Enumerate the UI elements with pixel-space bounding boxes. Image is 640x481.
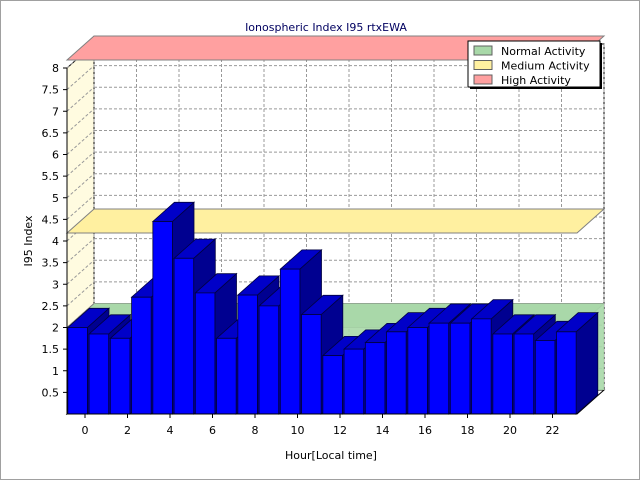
- bar-front: [173, 257, 195, 415]
- legend-entry: High Activity: [501, 74, 571, 87]
- grid-line-side: [66, 151, 95, 177]
- y-tick-label: 5: [52, 192, 59, 205]
- bar-front: [194, 292, 216, 415]
- band-medium-activity: [65, 208, 606, 234]
- y-tick-label: 0.5: [42, 386, 60, 399]
- bar-front: [67, 327, 88, 415]
- y-tick-label: 6: [52, 149, 59, 162]
- bar-front: [322, 355, 343, 415]
- bar-front: [343, 348, 365, 415]
- y-tick-labels: 0.5 1 1.5 2 2.5 3 3.5 4 4.5 5 5.5 6 6.5 7 7.5 8: [42, 62, 67, 399]
- y-tick-label: 8: [52, 62, 59, 75]
- y-axis-label: I95 Index: [22, 215, 35, 267]
- x-tick-label: 6: [209, 424, 216, 437]
- bar-front: [449, 322, 471, 415]
- grid-line-side: [66, 130, 95, 155]
- y-tick-label: 5.5: [42, 170, 60, 183]
- bar-front: [301, 314, 322, 415]
- bar-front: [534, 340, 556, 415]
- grid-line-side: [66, 65, 95, 90]
- y-tick-label: 4: [52, 235, 59, 248]
- x-tick-labels: 0 2 4 6 8 10 12 14 16 18 20 22: [82, 414, 560, 437]
- bar-front: [109, 337, 131, 415]
- y-tick-label: 1.5: [42, 343, 60, 356]
- grid-line-side: [66, 281, 95, 307]
- bar: [555, 311, 599, 415]
- legend-entry: Medium Activity: [501, 60, 590, 73]
- bar-front: [428, 322, 450, 415]
- chart-title: Ionospheric Index I95 rtxEWA: [245, 21, 407, 34]
- y-tick-label: 3.5: [42, 257, 60, 270]
- bars: [66, 201, 599, 415]
- bar-front: [152, 221, 173, 415]
- bar-front: [131, 296, 152, 415]
- x-tick-label: 4: [167, 424, 174, 437]
- y-tick-label: 1: [52, 365, 59, 378]
- y-tick-label: 7: [52, 105, 59, 118]
- x-tick-label: 10: [291, 424, 305, 437]
- legend-entry: Normal Activity: [501, 45, 586, 58]
- x-tick-label: 2: [124, 424, 131, 437]
- bar-front: [279, 268, 301, 415]
- y-tick-label: 6.5: [42, 127, 60, 140]
- bar-front: [513, 333, 535, 415]
- y-tick-label: 3: [52, 278, 59, 291]
- x-tick-label: 16: [418, 424, 432, 437]
- bar-front: [216, 337, 237, 415]
- x-tick-label: 18: [461, 424, 475, 437]
- bar-front: [88, 333, 110, 415]
- x-tick-label: 8: [252, 424, 259, 437]
- x-tick-label: 20: [503, 424, 517, 437]
- grid-line-side: [66, 238, 95, 263]
- y-tick-label: 7.5: [42, 84, 60, 97]
- bar-front: [364, 342, 386, 415]
- legend-swatch: [473, 74, 493, 85]
- bar-front: [407, 327, 428, 415]
- x-tick-label: 12: [333, 424, 347, 437]
- x-tick-label: 0: [82, 424, 89, 437]
- x-axis-label: Hour[Local time]: [285, 449, 377, 462]
- y-tick-label: 2: [52, 322, 59, 335]
- legend-swatch: [473, 45, 493, 56]
- bar-front: [386, 331, 407, 415]
- grid-line-side: [66, 195, 95, 220]
- bar-front: [471, 318, 492, 415]
- y-tick-label: 4.5: [42, 213, 60, 226]
- bar-front: [258, 305, 280, 415]
- bar-front: [237, 294, 258, 415]
- bar-front: [556, 331, 577, 415]
- bar-front: [492, 333, 513, 415]
- x-tick-label: 22: [546, 424, 560, 437]
- legend-swatch: [473, 60, 493, 70]
- grid-line-side: [66, 173, 95, 199]
- grid-line-side: [66, 86, 95, 112]
- grid-line-side: [66, 108, 95, 134]
- grid-line-side: [66, 259, 95, 285]
- x-tick-label: 14: [376, 424, 390, 437]
- y-tick-label: 2.5: [42, 300, 60, 313]
